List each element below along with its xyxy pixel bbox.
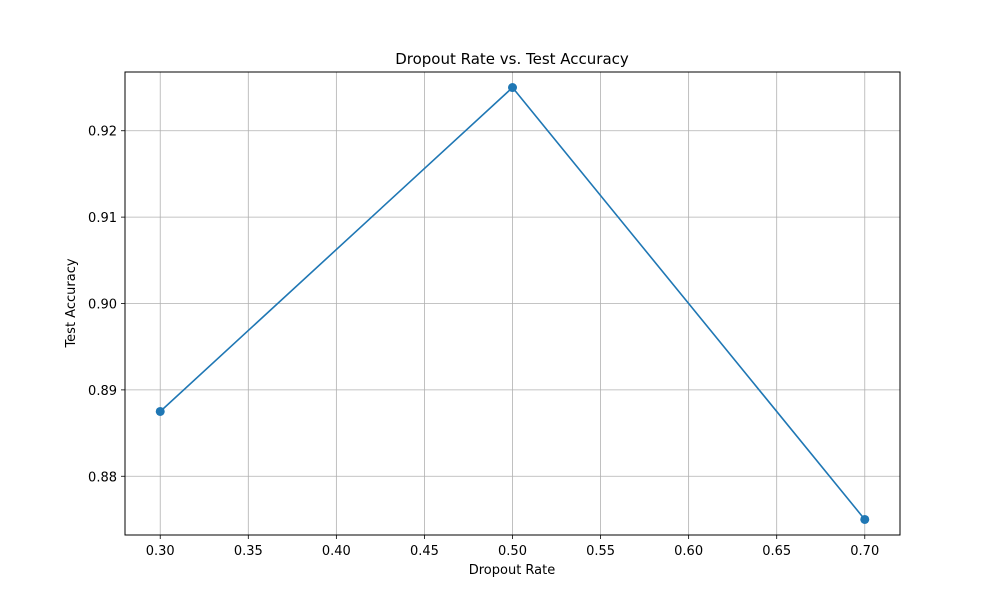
x-tick-label: 0.40 bbox=[322, 544, 351, 559]
data-series bbox=[155, 83, 870, 524]
y-tick-label: 0.91 bbox=[88, 211, 117, 226]
x-tick-label: 0.30 bbox=[146, 544, 175, 559]
y-axis-label: Test Accuracy bbox=[64, 258, 79, 348]
axis-ticks: 0.30 0.35 0.40 0.45 0.50 0.55 0.60 0.65 0.70 0.88… bbox=[88, 125, 879, 559]
y-tick-label: 0.92 bbox=[88, 125, 117, 140]
chart-title: Dropout Rate vs. Test Accuracy bbox=[395, 50, 629, 68]
data-point bbox=[860, 514, 870, 524]
y-tick-label: 0.88 bbox=[88, 470, 117, 485]
grid-lines bbox=[125, 72, 900, 535]
x-tick-label: 0.45 bbox=[410, 544, 439, 559]
data-point bbox=[155, 406, 165, 416]
y-tick-label: 0.89 bbox=[88, 384, 117, 399]
x-tick-label: 0.55 bbox=[586, 544, 615, 559]
y-tick-label: 0.90 bbox=[88, 298, 117, 313]
x-tick-label: 0.70 bbox=[850, 544, 879, 559]
x-tick-label: 0.65 bbox=[762, 544, 791, 559]
x-tick-label: 0.50 bbox=[498, 544, 527, 559]
data-point bbox=[508, 83, 517, 93]
x-axis-label: Dropout Rate bbox=[469, 563, 556, 578]
x-tick-label: 0.60 bbox=[674, 544, 703, 559]
x-tick-label: 0.35 bbox=[234, 544, 263, 559]
